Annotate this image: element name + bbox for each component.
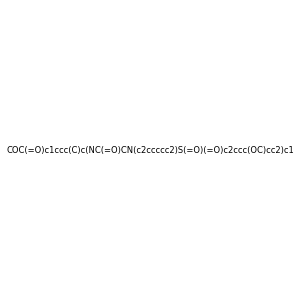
Text: COC(=O)c1ccc(C)c(NC(=O)CN(c2ccccc2)S(=O)(=O)c2ccc(OC)cc2)c1: COC(=O)c1ccc(C)c(NC(=O)CN(c2ccccc2)S(=O)… (6, 146, 294, 154)
